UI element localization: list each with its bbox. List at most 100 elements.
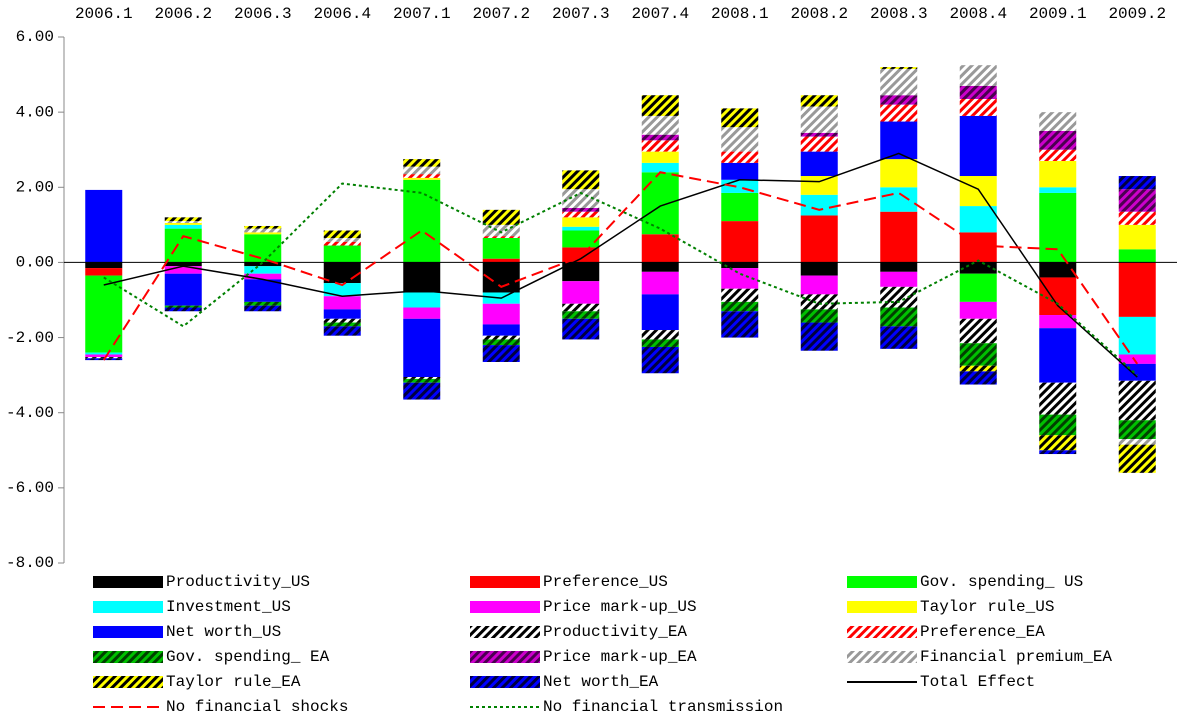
bar-segment — [641, 339, 679, 347]
bar-segment — [403, 166, 441, 175]
bar-segment — [800, 294, 838, 310]
legend-label: Net worth_EA — [543, 673, 659, 691]
bar-segment — [721, 268, 759, 289]
bar-segment — [1118, 316, 1156, 355]
bar-segment — [800, 106, 838, 133]
bar-segment — [959, 206, 997, 233]
bar-segment — [641, 294, 679, 331]
bar-segment — [244, 279, 282, 302]
bar-segment — [641, 234, 679, 263]
bar-segment — [403, 382, 441, 400]
bar-segment — [1118, 363, 1156, 381]
bar-segment — [403, 318, 441, 378]
bar-segment — [959, 176, 997, 207]
bar-segment — [959, 318, 997, 344]
legend-label: Productivity_US — [166, 573, 310, 591]
bar-segment — [1118, 189, 1156, 212]
bar-segment — [641, 271, 679, 295]
bar-segment — [880, 262, 918, 272]
bar-segment — [1118, 176, 1156, 190]
y-tick-label: 6.00 — [16, 28, 54, 46]
bar-segment — [562, 303, 600, 312]
bar-segment — [880, 67, 918, 69]
bar-segment — [562, 170, 600, 190]
bar-segment — [641, 134, 679, 141]
bar-segment — [562, 211, 600, 218]
x-tick-label: 2007.4 — [631, 5, 689, 23]
bar-segment — [800, 95, 838, 107]
bar-segment — [1118, 211, 1156, 225]
bar-segment — [403, 292, 441, 308]
bar-segment — [562, 230, 600, 248]
bar-segment — [244, 301, 282, 306]
bar-segment — [641, 346, 679, 374]
bar-segment — [1039, 160, 1077, 188]
legend-label: No financial shocks — [166, 698, 348, 716]
bar-segment — [1118, 249, 1156, 263]
bar-segment — [800, 132, 838, 137]
legend-label: Taylor rule_US — [920, 598, 1054, 616]
bar-segment — [323, 318, 361, 323]
bar-segment — [721, 151, 759, 163]
legend-swatch — [93, 576, 163, 588]
bar-segment — [244, 228, 282, 233]
legend-label: Preference_EA — [920, 623, 1045, 641]
bar-segment — [403, 174, 441, 178]
bar-segment — [959, 85, 997, 99]
bar-segment — [721, 221, 759, 263]
bar-segment — [403, 159, 441, 167]
bar-segment — [1039, 435, 1077, 451]
line-series — [103, 152, 1138, 378]
legend-label: Gov. spending_ EA — [166, 648, 330, 666]
bar-segment — [641, 95, 679, 116]
x-tick-label: 2008.1 — [711, 5, 769, 23]
legend-swatch — [847, 626, 917, 638]
bar-segment — [721, 262, 759, 269]
bar-segment — [85, 262, 123, 269]
legend-swatch — [847, 651, 917, 663]
legend-label: Total Effect — [920, 673, 1035, 691]
y-tick-label: -2.00 — [6, 329, 54, 347]
bar-segment — [641, 262, 679, 272]
bar-segment — [641, 172, 679, 235]
x-tick-label: 2009.2 — [1108, 5, 1166, 23]
bar-segment — [1039, 328, 1077, 383]
bar-segment — [800, 215, 838, 263]
y-tick-label: -6.00 — [6, 479, 54, 497]
legend-swatch — [93, 651, 163, 663]
legend-label: Taylor rule_EA — [166, 673, 301, 691]
bar-segment — [959, 115, 997, 177]
legend-label: Preference_US — [543, 573, 668, 591]
bar-segment — [85, 268, 123, 276]
bar-segment — [562, 262, 600, 282]
bar-segment — [721, 162, 759, 180]
legend-swatch — [470, 676, 540, 688]
bar-segment — [721, 301, 759, 312]
bar-segment — [244, 273, 282, 280]
bar-segment — [880, 211, 918, 263]
bar-segment — [880, 187, 918, 212]
legend-label: Net worth_US — [166, 623, 281, 641]
bar-segment — [403, 378, 441, 383]
bar-segment — [403, 377, 441, 379]
bar-segment — [1039, 130, 1077, 150]
bar-segment — [959, 262, 997, 274]
bar-segment — [482, 238, 520, 259]
bar-segment — [641, 115, 679, 135]
bar-segment — [880, 104, 918, 122]
bar-segment — [800, 262, 838, 276]
legend-label: Gov. spending_ US — [920, 573, 1083, 591]
bar-segment — [323, 241, 361, 246]
bar-segment — [880, 307, 918, 327]
legend-label: Price mark-up_EA — [543, 648, 697, 666]
bar-segment — [1039, 414, 1077, 436]
legend-label: No financial transmission — [543, 698, 783, 716]
bar-segment — [721, 108, 759, 128]
bar-segment — [800, 275, 838, 295]
legend-swatch — [93, 601, 163, 613]
line-series — [103, 182, 1138, 376]
x-tick-label: 2007.1 — [393, 5, 451, 23]
bar-segment — [880, 326, 918, 349]
bar-segment — [244, 305, 282, 312]
bar-segment — [562, 217, 600, 227]
